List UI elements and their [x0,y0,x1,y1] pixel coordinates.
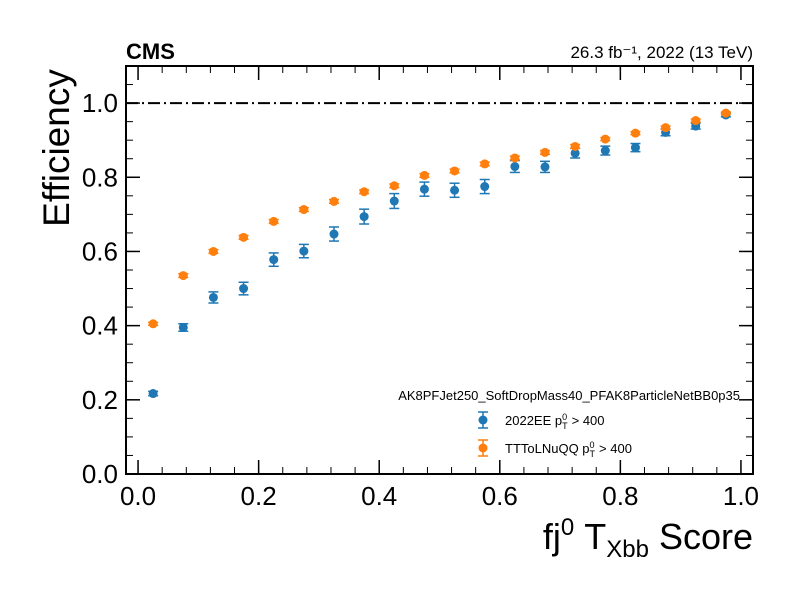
legend-label-name: TTToLNuQQ p [505,441,590,456]
data-point [419,170,429,180]
data-point [329,229,339,239]
data-point [630,143,640,153]
x-label-suffix: Score [659,516,753,557]
data-point [389,196,399,206]
data-point [540,162,550,172]
y-tick-label: 1.0 [82,88,118,118]
data-point [721,108,731,118]
series-1 [148,108,731,329]
legend-label-cut: > 400 [599,441,632,456]
y-tick-label: 0.0 [82,459,118,489]
data-point [600,134,610,144]
data-point [570,141,580,151]
data-point [540,147,550,157]
x-label-base: fj [543,516,561,557]
x-label-var-sub: Xbb [606,536,649,563]
data-point [299,205,309,215]
axis-ticks: 0.0 0.2 0.4 0.6 0.8 1.0 0.0 0.2 0.4 0.6 0.8 1.0 [82,65,759,511]
x-tick-label: 0.0 [120,481,156,511]
legend-label: 2022EE p0 T > 400 [505,412,605,431]
legend-title: AK8PFJet250_SoftDropMass40_PFAK8Particle… [398,388,740,403]
legend-marker [478,415,488,425]
x-tick-label: 0.4 [361,481,397,511]
x-label-base-sup: 0 [561,514,574,541]
y-tick-label: 0.8 [82,162,118,192]
legend-label-sup: 0 [590,440,595,450]
legend-label-cut: > 400 [572,413,605,428]
data-point [691,116,701,126]
x-label-var: T [584,516,606,557]
x-tick-label: 0.8 [602,481,638,511]
x-tick-label: 0.6 [482,481,518,511]
series-0 [148,110,731,399]
data-point [510,162,520,172]
legend-label-sub: T [590,449,596,459]
y-tick-label: 0.6 [82,236,118,266]
legend-entry-1: TTToLNuQQ p0 T > 400 [478,439,632,459]
data-series [148,108,731,399]
y-tick-label: 0.2 [82,385,118,415]
data-point [630,128,640,138]
data-point [239,232,249,242]
x-tick-label: 1.0 [723,481,759,511]
data-point [661,123,671,133]
legend: AK8PFJet250_SoftDropMass40_PFAK8Particle… [398,388,740,459]
legend-label-sup: 0 [562,412,567,422]
data-point [269,255,279,265]
legend-label: TTToLNuQQ p0 T > 400 [505,440,632,459]
data-point [510,153,520,163]
data-point [269,216,279,226]
data-point [299,246,309,256]
x-axis-label: fj0 TXbb Score [543,514,753,563]
data-point [450,185,460,195]
plot-frame [125,65,754,475]
data-point [359,212,369,222]
data-point [450,166,460,176]
data-point [570,148,580,158]
x-tick-label: 0.2 [241,481,277,511]
legend-label-sub: T [562,421,568,431]
legend-label-name: 2022EE p [505,413,562,428]
data-point [148,319,158,329]
data-point [208,292,218,302]
experiment-label: CMS [126,39,175,64]
data-point [480,159,490,169]
data-point [389,181,399,191]
data-point [178,271,188,281]
data-point [239,284,249,294]
data-point [329,196,339,206]
data-point [178,322,188,332]
legend-marker [478,443,488,453]
data-point [419,184,429,194]
y-tick-label: 0.4 [82,311,118,341]
data-point [480,182,490,192]
data-point [208,246,218,256]
data-point [600,146,610,156]
legend-entry-0: 2022EE p0 T > 400 [478,411,605,431]
data-point [148,389,158,399]
y-axis-label: Efficiency [36,69,77,227]
data-point [359,187,369,197]
lumi-label: 26.3 fb⁻¹, 2022 (13 TeV) [570,43,753,62]
